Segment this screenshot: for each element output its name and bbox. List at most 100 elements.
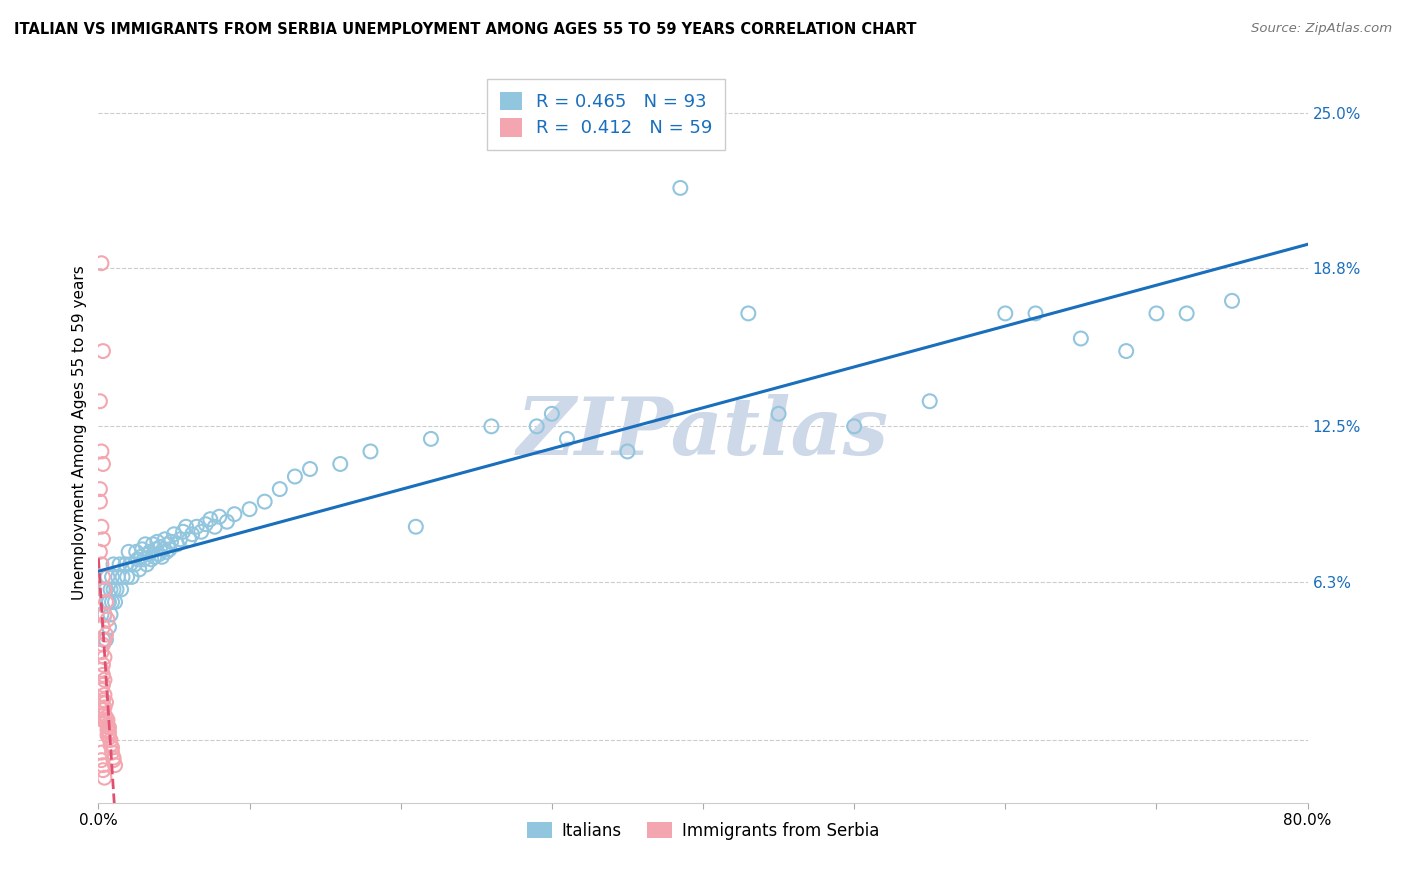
Italians	[284, 469, 307, 483]
Italians	[994, 306, 1017, 320]
Italians	[1175, 306, 1198, 320]
Immigrants from Serbia	[94, 595, 117, 609]
Italians	[844, 419, 866, 434]
Immigrants from Serbia	[91, 703, 114, 717]
Immigrants from Serbia	[91, 457, 114, 471]
Italians	[204, 520, 226, 534]
Text: ZIPatlas: ZIPatlas	[517, 394, 889, 471]
Immigrants from Serbia	[91, 693, 114, 707]
Italians	[148, 547, 170, 561]
Immigrants from Serbia	[90, 520, 112, 534]
Immigrants from Serbia	[103, 750, 125, 764]
Italians	[166, 537, 188, 551]
Immigrants from Serbia	[90, 708, 112, 723]
Immigrants from Serbia	[93, 688, 115, 702]
Immigrants from Serbia	[93, 771, 115, 785]
Immigrants from Serbia	[90, 682, 112, 697]
Y-axis label: Unemployment Among Ages 55 to 59 years: Unemployment Among Ages 55 to 59 years	[72, 265, 87, 600]
Italians	[269, 482, 291, 496]
Italians	[91, 632, 114, 647]
Italians	[194, 517, 217, 532]
Italians	[159, 542, 181, 557]
Immigrants from Serbia	[90, 695, 112, 709]
Text: ITALIAN VS IMMIGRANTS FROM SERBIA UNEMPLOYMENT AMONG AGES 55 TO 59 YEARS CORRELA: ITALIAN VS IMMIGRANTS FROM SERBIA UNEMPL…	[14, 22, 917, 37]
Italians	[768, 407, 790, 421]
Immigrants from Serbia	[98, 721, 121, 735]
Immigrants from Serbia	[98, 731, 121, 745]
Italians	[208, 509, 231, 524]
Italians	[360, 444, 382, 458]
Italians	[143, 549, 166, 564]
Italians	[100, 582, 122, 597]
Italians	[186, 520, 208, 534]
Immigrants from Serbia	[91, 533, 114, 547]
Immigrants from Serbia	[89, 545, 111, 559]
Italians	[329, 457, 352, 471]
Italians	[190, 524, 212, 539]
Italians	[163, 527, 186, 541]
Italians	[98, 595, 121, 609]
Italians	[115, 570, 138, 584]
Italians	[94, 582, 117, 597]
Immigrants from Serbia	[93, 700, 115, 714]
Italians	[146, 534, 169, 549]
Italians	[172, 524, 194, 539]
Immigrants from Serbia	[96, 728, 118, 742]
Immigrants from Serbia	[103, 753, 125, 767]
Italians	[405, 520, 427, 534]
Immigrants from Serbia	[90, 256, 112, 270]
Italians	[121, 570, 143, 584]
Italians	[129, 549, 152, 564]
Immigrants from Serbia	[91, 668, 114, 682]
Immigrants from Serbia	[93, 650, 115, 665]
Italians	[153, 533, 176, 547]
Immigrants from Serbia	[94, 715, 117, 730]
Italians	[128, 562, 150, 576]
Immigrants from Serbia	[98, 725, 121, 739]
Italians	[169, 533, 191, 547]
Immigrants from Serbia	[93, 708, 115, 723]
Immigrants from Serbia	[91, 703, 114, 717]
Italians	[174, 520, 197, 534]
Italians	[100, 607, 122, 622]
Italians	[127, 552, 149, 566]
Italians	[1220, 293, 1243, 308]
Italians	[239, 502, 262, 516]
Italians	[96, 570, 118, 584]
Immigrants from Serbia	[94, 627, 117, 641]
Immigrants from Serbia	[91, 570, 114, 584]
Immigrants from Serbia	[96, 613, 118, 627]
Italians	[132, 552, 155, 566]
Italians	[481, 419, 503, 434]
Text: Source: ZipAtlas.com: Source: ZipAtlas.com	[1251, 22, 1392, 36]
Italians	[103, 558, 125, 572]
Immigrants from Serbia	[100, 738, 122, 752]
Italians	[145, 542, 167, 557]
Immigrants from Serbia	[90, 753, 112, 767]
Italians	[94, 632, 117, 647]
Italians	[141, 552, 163, 566]
Italians	[135, 558, 157, 572]
Immigrants from Serbia	[93, 632, 115, 647]
Italians	[420, 432, 443, 446]
Italians	[669, 181, 692, 195]
Italians	[120, 558, 142, 572]
Italians	[179, 533, 201, 547]
Immigrants from Serbia	[91, 678, 114, 692]
Immigrants from Serbia	[96, 713, 118, 727]
Italians	[918, 394, 941, 409]
Italians	[101, 595, 124, 609]
Italians	[1070, 331, 1092, 345]
Immigrants from Serbia	[91, 758, 114, 772]
Immigrants from Serbia	[94, 695, 117, 709]
Immigrants from Serbia	[91, 657, 114, 672]
Italians	[124, 558, 146, 572]
Immigrants from Serbia	[93, 673, 115, 687]
Immigrants from Serbia	[90, 663, 112, 677]
Italians	[224, 507, 246, 521]
Italians	[215, 515, 238, 529]
Italians	[111, 570, 134, 584]
Italians	[101, 570, 124, 584]
Italians	[114, 558, 136, 572]
Italians	[737, 306, 759, 320]
